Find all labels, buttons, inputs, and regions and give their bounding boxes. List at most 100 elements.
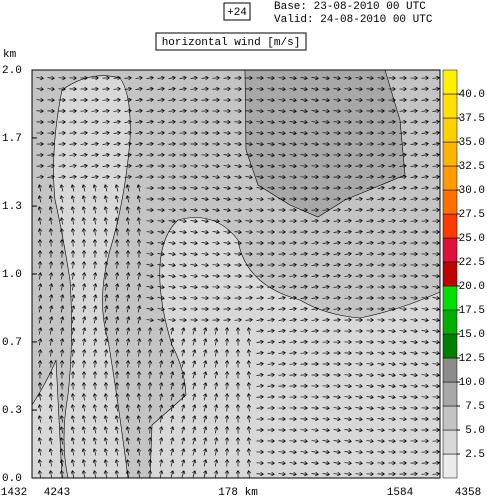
wind-arrow	[256, 284, 264, 290]
wind-arrow	[102, 97, 110, 103]
wind-arrow	[355, 471, 363, 477]
colorbar-cell	[442, 285, 458, 311]
wind-arrow	[410, 427, 418, 433]
wind-arrow	[311, 120, 319, 125]
colorbar-tick-label: 37.5	[459, 113, 485, 125]
wind-arrow	[103, 470, 108, 478]
wind-arrow	[92, 459, 97, 467]
wind-arrow	[157, 218, 165, 224]
wind-arrow	[124, 174, 132, 180]
wind-arrow	[377, 75, 385, 81]
wind-arrow	[92, 470, 97, 478]
wind-arrow	[82, 316, 87, 324]
wind-arrow	[300, 350, 308, 356]
wind-arrow	[159, 426, 164, 434]
wind-arrow	[278, 153, 286, 158]
wind-arrow	[366, 284, 374, 290]
wind-arrow	[136, 239, 142, 247]
wind-arrow	[289, 109, 297, 114]
wind-arrow	[267, 405, 275, 411]
colorbar-cell	[442, 453, 458, 479]
wind-arrow	[377, 427, 385, 433]
wind-arrow	[157, 152, 165, 158]
wind-arrow	[322, 350, 330, 356]
wind-arrow	[125, 195, 130, 203]
wind-arrow	[410, 251, 418, 257]
wind-arrow	[212, 119, 220, 125]
wind-arrow	[421, 207, 429, 213]
wind-arrow	[49, 294, 54, 302]
wind-arrow	[190, 252, 198, 257]
wind-arrow	[333, 339, 341, 345]
wind-arrow	[410, 351, 418, 356]
wind-arrow	[125, 448, 130, 456]
wind-arrow	[179, 152, 187, 158]
wind-arrow	[421, 163, 429, 168]
colorbar-tick-label: 25.0	[459, 233, 485, 245]
wind-arrow	[60, 327, 65, 335]
wind-arrow	[311, 98, 319, 103]
wind-arrow	[377, 471, 385, 477]
wind-arrow	[355, 185, 363, 191]
wind-arrow	[300, 372, 308, 378]
wind-arrow	[256, 207, 264, 213]
wind-arrow	[278, 86, 286, 92]
wind-arrow	[344, 163, 352, 169]
wind-arrow	[245, 295, 253, 301]
title-box	[155, 32, 307, 51]
wind-arrow	[388, 351, 396, 356]
wind-arrow	[289, 131, 297, 136]
wind-arrow	[48, 404, 53, 412]
wind-arrow	[59, 206, 64, 214]
wind-arrow	[388, 185, 396, 190]
wind-arrow	[366, 438, 374, 444]
wind-arrow	[146, 185, 154, 191]
wind-arrow	[311, 251, 319, 256]
wind-arrow	[333, 284, 341, 289]
wind-arrow	[355, 284, 363, 290]
wind-arrow	[212, 97, 220, 103]
wind-arrow	[410, 471, 418, 477]
wind-arrow	[125, 404, 130, 412]
wind-arrow	[92, 415, 97, 423]
wind-arrow	[344, 218, 352, 223]
wind-arrow	[214, 338, 219, 346]
wind-arrow	[48, 470, 53, 478]
wind-arrow	[135, 108, 143, 113]
wind-arrow	[333, 207, 341, 213]
wind-arrow	[355, 229, 363, 234]
wind-arrow	[92, 360, 98, 368]
wind-arrow	[102, 152, 110, 157]
wind-arrow	[92, 217, 97, 225]
wind-arrow	[366, 119, 374, 125]
wind-arrow	[212, 141, 220, 147]
wind-arrow	[157, 163, 165, 169]
wind-arrow	[37, 382, 43, 390]
wind-arrow	[410, 86, 418, 92]
wind-arrow	[377, 273, 385, 279]
wind-arrow	[203, 360, 208, 368]
wind-arrow	[179, 274, 187, 279]
wind-arrow	[201, 152, 209, 158]
wind-arrow	[137, 283, 142, 291]
wind-arrow	[410, 152, 418, 157]
wind-arrow	[322, 109, 330, 114]
wind-arrow	[38, 349, 43, 357]
wind-arrow	[311, 394, 319, 400]
wind-arrow	[432, 361, 440, 367]
wind-arrow	[333, 350, 341, 356]
wind-arrow	[289, 449, 297, 455]
wind-arrow	[201, 241, 209, 246]
wind-arrow	[179, 174, 187, 180]
wind-arrow	[60, 294, 65, 302]
wind-arrow	[212, 86, 220, 92]
wind-arrow	[70, 426, 75, 434]
wind-arrow	[58, 130, 66, 136]
wind-arrow	[399, 449, 407, 455]
wind-arrow	[203, 426, 208, 434]
wind-arrow	[212, 284, 220, 290]
wind-arrow	[355, 406, 363, 411]
wind-arrow	[300, 120, 308, 125]
wind-arrow	[410, 207, 418, 213]
wind-arrow	[36, 76, 44, 81]
